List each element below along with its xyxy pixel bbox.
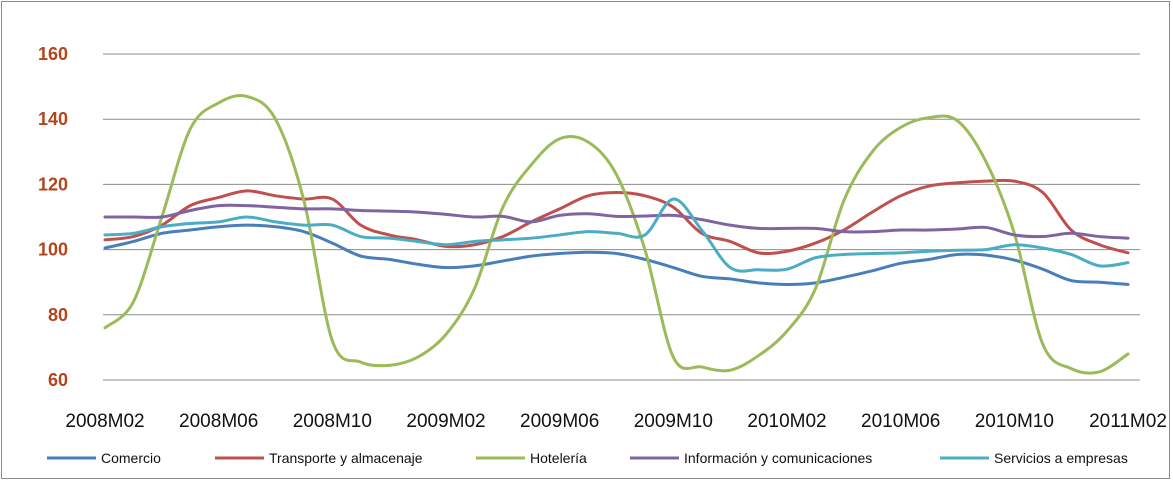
x-tick-label: 2011M02: [1089, 411, 1167, 432]
x-tick-label: 2008M10: [293, 411, 372, 432]
y-tick-label: 120: [38, 174, 68, 194]
x-tick-label: 2008M06: [179, 411, 258, 432]
legend: Comercio Transporte y almacenaje Hotelería…: [47, 450, 1128, 466]
y-tick-label: 140: [38, 109, 68, 129]
y-axis-ticks: 60 80 100 120 140 160: [38, 44, 68, 390]
series-line-informaci-n-y-comunicaciones: [103, 203, 1130, 240]
y-tick-label: 100: [38, 240, 68, 260]
y-tick-label: 60: [48, 370, 68, 390]
series-line-comercio: [103, 223, 1130, 286]
x-tick-label: 2010M10: [975, 411, 1054, 432]
legend-label: Información y comunicaciones: [684, 450, 872, 466]
y-tick-label: 160: [38, 44, 68, 64]
legend-item: Servicios a empresas: [940, 450, 1128, 466]
x-tick-label: 2010M02: [747, 411, 826, 432]
series-line-hoteler-a: [103, 93, 1130, 375]
legend-item: Comercio: [47, 450, 161, 466]
x-tick-label: 2008M02: [65, 411, 144, 432]
x-axis-ticks: 2008M02 2008M06 2008M10 2009M02 2009M06 2009M…: [65, 411, 1167, 432]
legend-item: Hotelería: [476, 450, 587, 466]
legend-label: Servicios a empresas: [994, 450, 1128, 466]
y-tick-label: 80: [48, 305, 68, 325]
x-tick-label: 2009M06: [520, 411, 599, 432]
x-tick-label: 2009M02: [406, 411, 485, 432]
series-line-transporte-y-almacenaje: [103, 178, 1130, 256]
legend-label: Hotelería: [530, 450, 587, 466]
x-tick-label: 2009M10: [634, 411, 713, 432]
legend-label: Transporte y almacenaje: [269, 450, 423, 466]
x-tick-label: 2010M06: [861, 411, 940, 432]
legend-item: Información y comunicaciones: [630, 450, 872, 466]
series-line-servicios-a-empresas: [103, 197, 1130, 273]
series-lines: [103, 93, 1130, 375]
legend-label: Comercio: [101, 450, 161, 466]
legend-item: Transporte y almacenaje: [215, 450, 423, 466]
